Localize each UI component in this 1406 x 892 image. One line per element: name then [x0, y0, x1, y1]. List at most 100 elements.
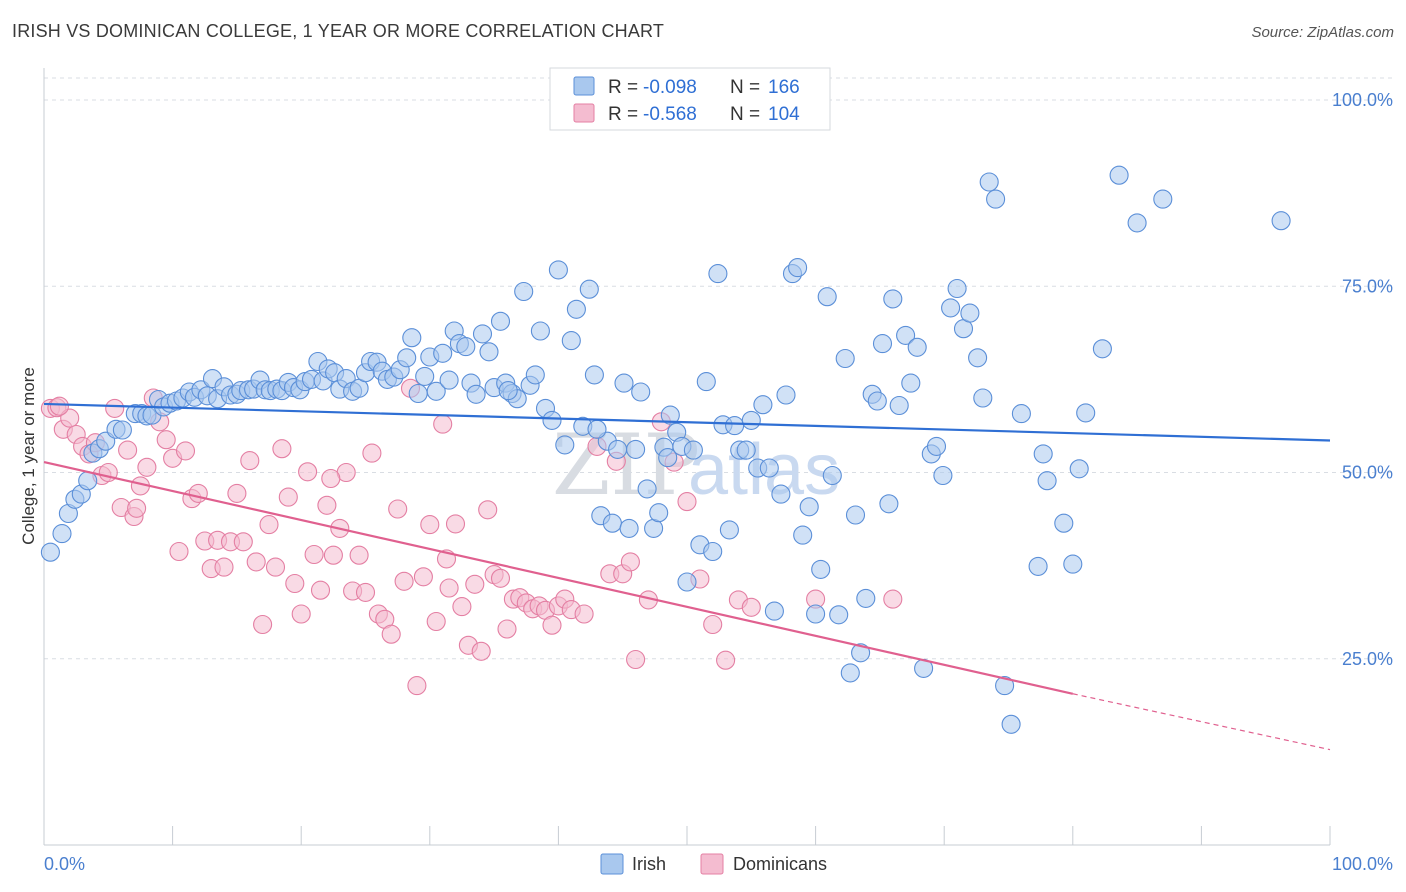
- trend-lines: [43, 402, 1331, 751]
- irish-point-171: [1271, 211, 1291, 231]
- dominicans-point-82: [574, 604, 594, 624]
- irish-point-163: [1037, 471, 1057, 491]
- dominicans-point-78: [542, 615, 562, 635]
- irish-point-112: [719, 520, 739, 540]
- irish-point-143: [896, 325, 916, 345]
- irish-point-10: [112, 420, 132, 440]
- irish-point-128: [811, 559, 831, 579]
- legend-box: [549, 67, 831, 131]
- dominicans-point-94: [716, 650, 736, 670]
- dominicans-point-37: [278, 487, 298, 507]
- irish-point-95: [619, 518, 639, 538]
- irish-point-161: [1028, 556, 1048, 576]
- irish-point-139: [872, 334, 893, 354]
- dominicans-point-34: [259, 515, 279, 535]
- dominicans-point-98: [883, 589, 903, 609]
- dominicans-point-62: [439, 578, 459, 598]
- irish-point-158: [995, 676, 1015, 696]
- dominicans-point-32: [246, 552, 266, 572]
- irish-point-116: [741, 410, 761, 430]
- axes-layer: [43, 68, 1331, 846]
- irish-point-144: [901, 373, 921, 393]
- irish-point-167: [1092, 339, 1112, 359]
- chart-title: IRISH VS DOMINICAN COLLEGE, 1 YEAR OR MO…: [12, 21, 665, 41]
- irish-point-113: [725, 416, 745, 436]
- irish-points: [40, 165, 1291, 734]
- legend-n-label-irish: N =: [730, 77, 760, 98]
- irish-point-82: [542, 410, 562, 430]
- irish-point-0: [40, 542, 60, 562]
- irish-point-67: [456, 337, 476, 357]
- x-tick-label-1: 100.0%: [1332, 854, 1393, 874]
- irish-point-174: [498, 381, 518, 401]
- bottom-legend-label-dominicans: Dominicans: [733, 854, 827, 874]
- irish-point-156: [979, 172, 999, 192]
- irish-point-64: [439, 370, 459, 390]
- y-tick-label-1: 50.0%: [1342, 463, 1393, 483]
- irish-trend-line: [43, 402, 1331, 442]
- dominicans-point-23: [188, 483, 208, 503]
- chart-source: Source: ZipAtlas.com: [1251, 24, 1394, 41]
- legend-swatch-dominicans: [573, 103, 595, 123]
- irish-point-135: [851, 643, 871, 663]
- irish-point-84: [555, 435, 575, 455]
- irish-point-73: [490, 311, 511, 331]
- irish-point-119: [759, 458, 779, 478]
- irish-point-98: [637, 479, 657, 499]
- dominicans-point-30: [233, 532, 253, 552]
- dominicans-point-40: [298, 462, 318, 482]
- irish-point-120: [764, 601, 784, 621]
- irish-point-148: [926, 436, 947, 456]
- dominicans-point-15: [137, 457, 157, 477]
- dominicans-point-48: [349, 545, 369, 565]
- irish-point-89: [584, 365, 604, 385]
- dominicans-point-49: [355, 582, 376, 602]
- irish-point-151: [947, 278, 967, 299]
- irish-point-106: [683, 440, 703, 460]
- irish-point-108: [696, 372, 716, 392]
- irish-point-71: [479, 342, 499, 362]
- dominicans-point-35: [265, 557, 286, 577]
- dominicans-point-91: [677, 492, 697, 512]
- dominicans-point-103: [620, 552, 640, 572]
- irish-point-150: [941, 298, 961, 318]
- irish-point-60: [415, 366, 435, 386]
- irish-point-136: [856, 588, 876, 608]
- legend-r-label-dominicans: R =: [608, 104, 638, 125]
- dominicans-point-68: [478, 500, 498, 520]
- irish-point-166: [1076, 403, 1096, 423]
- grid-layer: [44, 77, 1392, 660]
- dominicans-point-64: [452, 597, 472, 617]
- legend-r-label-irish: R =: [608, 77, 638, 98]
- irish-point-170: [1153, 189, 1173, 209]
- irish-point-129: [817, 287, 837, 307]
- irish-point-165: [1063, 554, 1083, 574]
- irish-point-1: [52, 524, 72, 544]
- bottom-legend: Irish Dominicans: [600, 853, 827, 875]
- irish-point-141: [883, 289, 903, 309]
- irish-point-142: [889, 395, 909, 416]
- irish-point-83: [548, 260, 568, 280]
- legend-n-value-irish: 166: [768, 77, 800, 98]
- irish-point-169: [1127, 213, 1147, 233]
- irish-point-80: [530, 321, 550, 341]
- dominicans-point-20: [169, 541, 189, 562]
- dominicans-point-67: [471, 641, 491, 661]
- irish-point-149: [933, 465, 953, 486]
- irish-point-124: [788, 258, 808, 278]
- irish-point-62: [426, 381, 446, 401]
- irish-point-173: [587, 419, 607, 439]
- irish-point-63: [433, 343, 453, 363]
- irish-point-153: [960, 303, 980, 323]
- y-axis-label: College, 1 year or more: [19, 367, 38, 545]
- irish-point-121: [771, 484, 791, 504]
- legend-r-value-irish: -0.098: [643, 77, 697, 98]
- irish-point-79: [525, 365, 545, 385]
- irish-point-157: [986, 189, 1006, 209]
- irish-point-85: [561, 331, 581, 351]
- irish-point-105: [677, 572, 697, 592]
- irish-point-118: [753, 395, 773, 415]
- dominicans-points: [40, 378, 903, 696]
- dominicans-point-29: [227, 483, 247, 503]
- irish-point-102: [660, 405, 680, 425]
